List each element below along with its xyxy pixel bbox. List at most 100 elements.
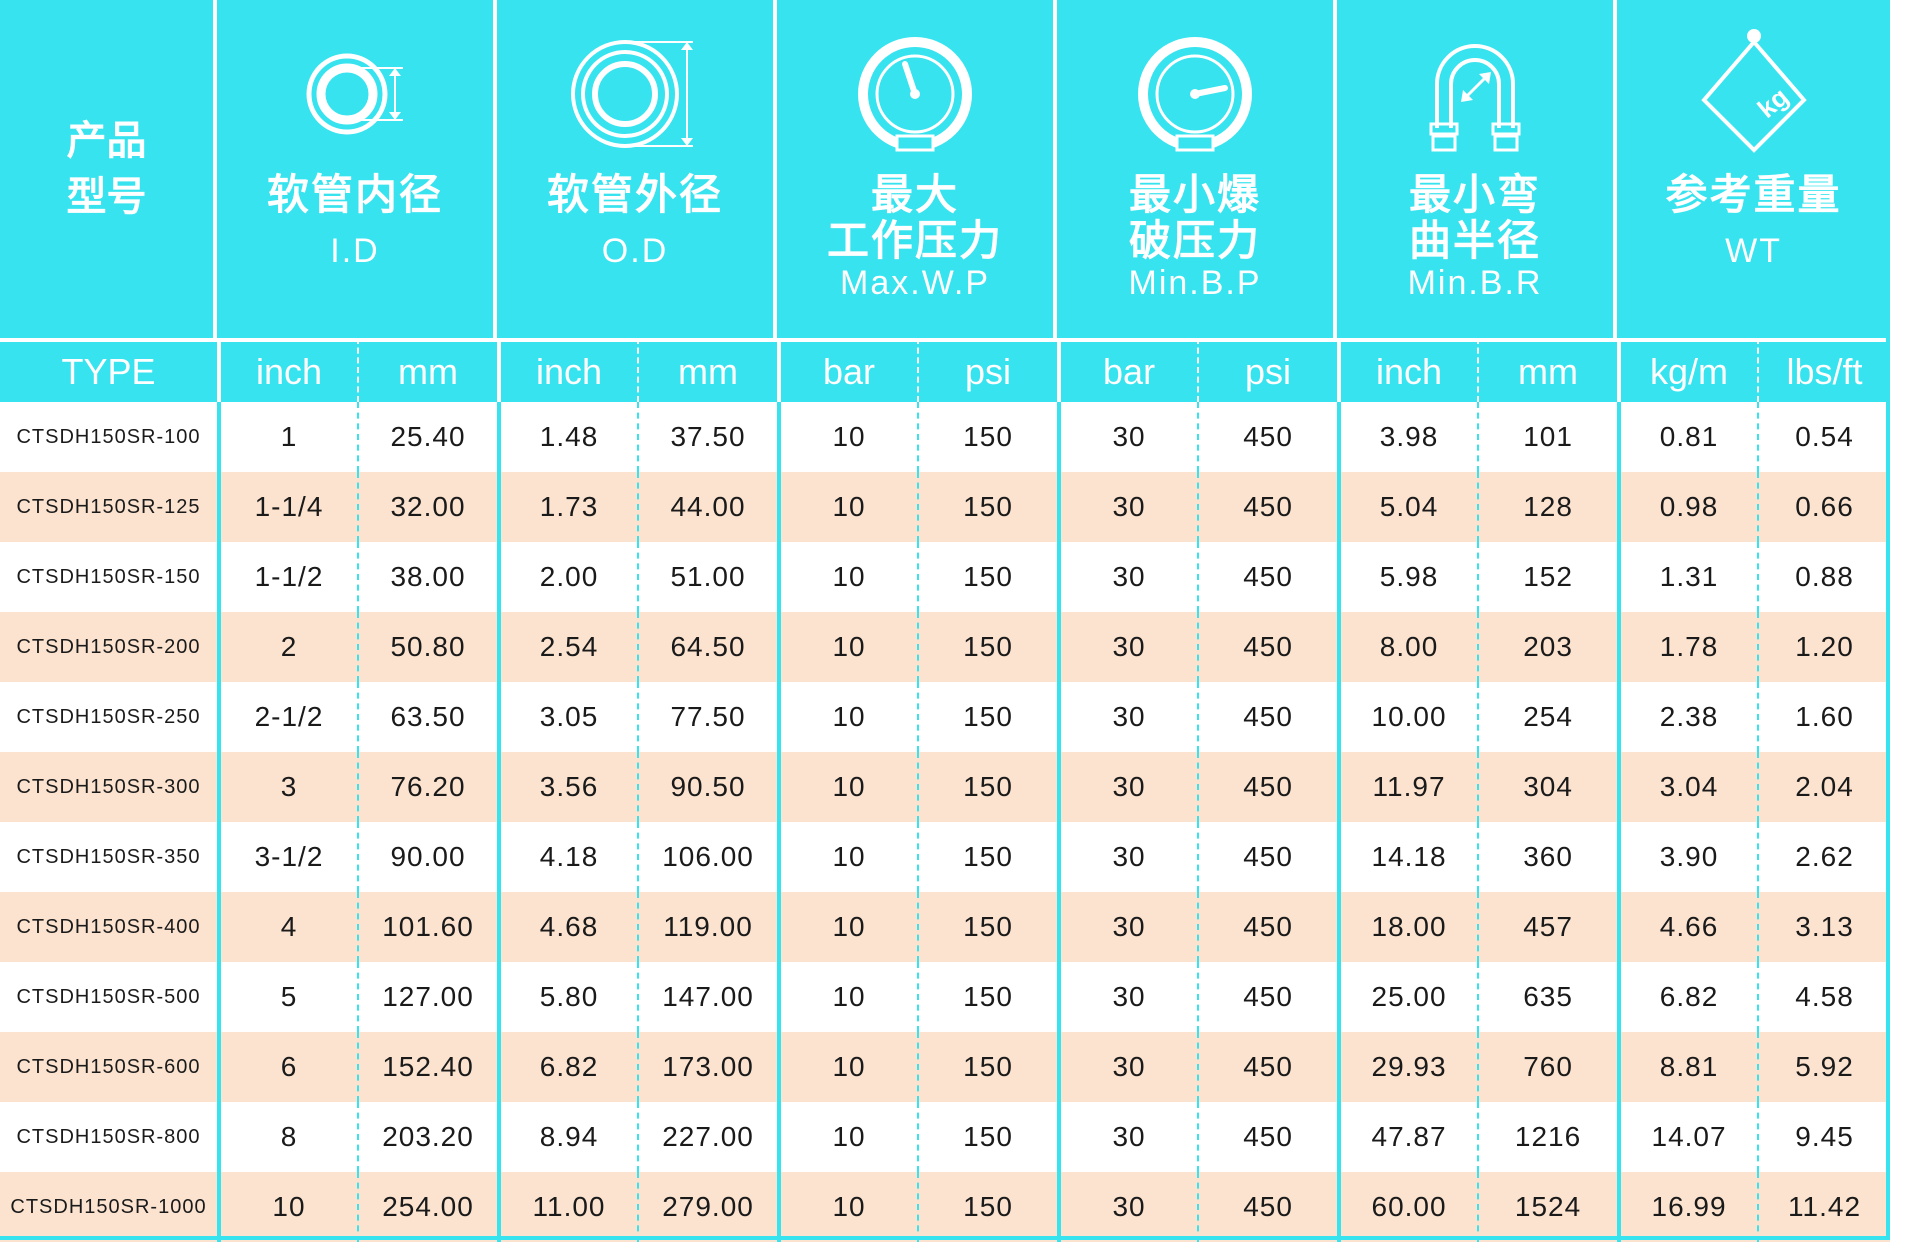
header-mbr-en: Min.B.R xyxy=(1407,264,1543,302)
table-cell: 150 xyxy=(917,752,1058,822)
table-cell: 77.50 xyxy=(637,682,778,752)
header-wt-cn: 参考重量 xyxy=(1665,170,1842,219)
unit-mbr-inch: inch xyxy=(1337,338,1478,402)
table-cell: 150 xyxy=(917,542,1058,612)
row-type-cell: CTSDH150SR-250 xyxy=(0,682,217,752)
table-cell: 450 xyxy=(1197,752,1338,822)
table-cell: 8 xyxy=(217,1102,357,1172)
table-cell: 2.38 xyxy=(1617,682,1758,752)
table-cell: 152.40 xyxy=(357,1032,498,1102)
table-row: CTSDH150SR-400 4 101.60 4.68 119.00 10 150 30 45… xyxy=(0,892,1891,962)
header-id-cn: 软管内径 xyxy=(267,170,444,219)
header-mwp-en: Max.W.P xyxy=(840,264,991,302)
table-cell: 90.00 xyxy=(357,822,498,892)
row-type-cell: CTSDH150SR-150 xyxy=(0,542,217,612)
table-cell: 30 xyxy=(1057,822,1198,892)
table-cell: 6 xyxy=(217,1032,357,1102)
table-right-border xyxy=(1886,0,1890,1240)
unit-mbp-bar: bar xyxy=(1057,338,1198,402)
table-cell: 4 xyxy=(217,892,357,962)
table-cell: 450 xyxy=(1197,402,1338,472)
table-cell: 119.00 xyxy=(637,892,778,962)
table-cell: 1524 xyxy=(1477,1172,1618,1242)
row-type-cell: CTSDH150SR-200 xyxy=(0,612,217,682)
table-cell: 0.66 xyxy=(1757,472,1891,542)
table-cell: 450 xyxy=(1197,542,1338,612)
table-cell: 150 xyxy=(917,962,1058,1032)
table-row: CTSDH150SR-350 3-1/2 90.00 4.18 106.00 10 150 3… xyxy=(0,822,1891,892)
table-cell: 150 xyxy=(917,892,1058,962)
table-cell: 10 xyxy=(777,682,918,752)
table-cell: 11.97 xyxy=(1337,752,1478,822)
table-cell: 51.00 xyxy=(637,542,778,612)
table-cell: 10 xyxy=(777,822,918,892)
table-cell: 37.50 xyxy=(637,402,778,472)
table-cell: 0.54 xyxy=(1757,402,1891,472)
header-id-en: I.D xyxy=(330,232,380,270)
header-od-en: O.D xyxy=(601,232,669,270)
table-row: CTSDH150SR-800 8 203.20 8.94 227.00 10 150 30 45… xyxy=(0,1102,1891,1172)
table-cell: 450 xyxy=(1197,822,1338,892)
table-cell: 450 xyxy=(1197,1172,1338,1242)
table-cell: 450 xyxy=(1197,962,1338,1032)
table-cell: 11.00 xyxy=(497,1172,638,1242)
table-cell: 11.42 xyxy=(1757,1172,1891,1242)
table-cell: 50.80 xyxy=(357,612,498,682)
table-cell: 14.07 xyxy=(1617,1102,1758,1172)
table-row: CTSDH150SR-200 2 50.80 2.54 64.50 10 150 30 450 8… xyxy=(0,612,1891,682)
type-label: 产品 型号 xyxy=(66,118,147,220)
header-mbp-cell: 最小爆 破压力 Min.B.P xyxy=(1057,0,1338,338)
table-cell: 30 xyxy=(1057,472,1198,542)
table-cell: 127.00 xyxy=(357,962,498,1032)
row-type-cell: CTSDH150SR-100 xyxy=(0,402,217,472)
table-cell: 279.00 xyxy=(637,1172,778,1242)
row-type-cell: CTSDH150SR-350 xyxy=(0,822,217,892)
header-od-cn: 软管外径 xyxy=(547,170,724,219)
table-cell: 150 xyxy=(917,1032,1058,1102)
table-row: CTSDH150SR-600 6 152.40 6.82 173.00 10 150 30 45… xyxy=(0,1032,1891,1102)
table-cell: 44.00 xyxy=(637,472,778,542)
table-cell: 10 xyxy=(777,1172,918,1242)
unit-mbr-mm: mm xyxy=(1477,338,1618,402)
table-cell: 6.82 xyxy=(497,1032,638,1102)
table-cell: 2.54 xyxy=(497,612,638,682)
table-cell: 30 xyxy=(1057,402,1198,472)
table-cell: 254.00 xyxy=(357,1172,498,1242)
table-row: CTSDH150SR-125 1-1/4 32.00 1.73 44.00 10 150 30… xyxy=(0,472,1891,542)
header-row: 产品 型号 软管内径 I.D xyxy=(0,0,1891,338)
table-cell: 10 xyxy=(777,962,918,1032)
table-cell: 2 xyxy=(217,612,357,682)
table-cell: 150 xyxy=(917,822,1058,892)
table-cell: 29.93 xyxy=(1337,1032,1478,1102)
table-cell: 63.50 xyxy=(357,682,498,752)
table-cell: 450 xyxy=(1197,682,1338,752)
table-cell: 760 xyxy=(1477,1032,1618,1102)
table-cell: 10 xyxy=(777,402,918,472)
table-cell: 2.04 xyxy=(1757,752,1891,822)
table-cell: 60.00 xyxy=(1337,1172,1478,1242)
header-wt-cell: kg 参考重量 WT xyxy=(1617,0,1891,338)
table-cell: 38.00 xyxy=(357,542,498,612)
table-cell: 128 xyxy=(1477,472,1618,542)
table-cell: 5.98 xyxy=(1337,542,1478,612)
unit-type: TYPE xyxy=(0,338,217,402)
table-cell: 32.00 xyxy=(357,472,498,542)
table-row: CTSDH150SR-500 5 127.00 5.80 147.00 10 150 30 45… xyxy=(0,962,1891,1032)
table-cell: 30 xyxy=(1057,752,1198,822)
row-type-cell: CTSDH150SR-300 xyxy=(0,752,217,822)
table-cell: 254 xyxy=(1477,682,1618,752)
table-cell: 10 xyxy=(777,1102,918,1172)
unit-id-inch: inch xyxy=(217,338,357,402)
table-cell: 1.48 xyxy=(497,402,638,472)
header-mwp-cn: 最大 工作压力 xyxy=(827,170,1004,265)
table-body: CTSDH150SR-100 1 25.40 1.48 37.50 10 150 30 450 3… xyxy=(0,402,1891,1242)
table-cell: 152 xyxy=(1477,542,1618,612)
table-cell: 14.18 xyxy=(1337,822,1478,892)
unit-mbp-psi: psi xyxy=(1197,338,1338,402)
table-cell: 30 xyxy=(1057,1102,1198,1172)
unit-id-mm: mm xyxy=(357,338,498,402)
table-cell: 25.00 xyxy=(1337,962,1478,1032)
table-cell: 30 xyxy=(1057,682,1198,752)
table-cell: 64.50 xyxy=(637,612,778,682)
table-cell: 30 xyxy=(1057,892,1198,962)
